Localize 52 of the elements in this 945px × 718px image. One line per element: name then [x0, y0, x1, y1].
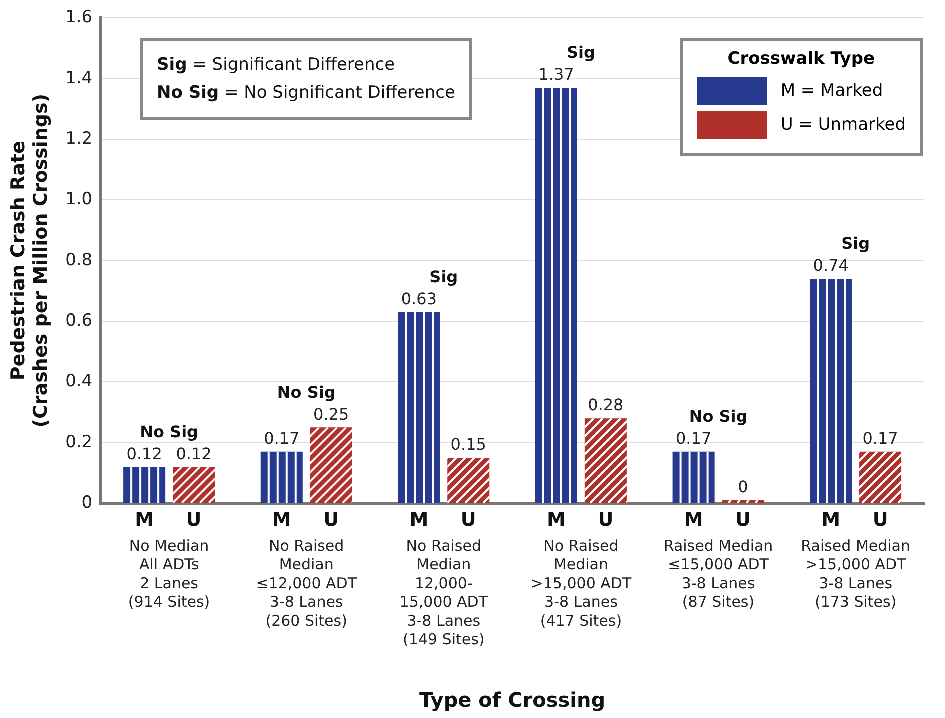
y-tick-label: 0	[82, 492, 93, 513]
annotation: U	[598, 508, 614, 531]
data-label: 1.37	[538, 65, 574, 84]
annotation: Sig = Significant Difference	[157, 54, 396, 77]
data-label: 0.25	[314, 404, 350, 424]
x-tick-label: No Raised Median 12,000- 15,000 ADT 3-8 Lanes (149 Sites)	[400, 536, 489, 649]
annotation: M	[547, 508, 566, 531]
legend-title: Crosswalk Type	[726, 49, 876, 69]
y-tick-label: 1.0	[66, 190, 93, 210]
annotation: M	[272, 508, 292, 531]
annotation: No Sig	[689, 407, 748, 426]
y-tick-label: 0.2	[66, 432, 93, 452]
data-label: 0.15	[450, 435, 486, 454]
data-label: 0.17	[676, 429, 712, 448]
data-label: 0.74	[813, 256, 849, 276]
x-tick-label: No Raised Median >15,000 ADT 3-8 Lanes (417 Sites)	[530, 536, 632, 630]
annotation: M	[410, 508, 429, 531]
annotation: Sig	[430, 268, 458, 287]
y-tick-label: 0.8	[66, 250, 93, 270]
annotation: U	[186, 508, 202, 531]
data-label: 0.63	[401, 290, 437, 309]
legend-label: M = Marked	[780, 81, 884, 101]
annotation: Sig	[566, 43, 596, 62]
annotation: Sig	[842, 234, 870, 254]
data-label: 0	[738, 478, 748, 497]
data-label: 0.12	[126, 444, 162, 464]
annotation: No Sig = No Significant Difference	[157, 82, 456, 105]
annotation: No Sig	[140, 422, 198, 442]
x-tick-label: No Median All ADTs 2 Lanes (914 Sites)	[128, 536, 210, 612]
y-tick-label: 1.2	[66, 128, 93, 149]
annotation: M	[822, 508, 841, 531]
annotation: U	[460, 508, 476, 531]
annotation: U	[736, 508, 751, 531]
legend-label: U = Unmarked	[780, 115, 906, 135]
y-tick-label: 0.6	[66, 310, 93, 331]
annotation: U	[324, 508, 340, 531]
data-label: 0.12	[176, 444, 212, 464]
y-axis-title: Pedestrian Crash Rate (Crashes per Million Crossings)	[7, 94, 52, 428]
data-label: 0.28	[588, 396, 624, 415]
x-tick-label: Raised Median >15,000 ADT 3-8 Lanes (173 Sites)	[801, 536, 910, 612]
annotation: M	[135, 508, 154, 531]
data-label: 0.17	[862, 429, 898, 448]
y-tick-label: 1.4	[66, 68, 93, 88]
annotation: No Sig	[277, 382, 336, 402]
x-tick-label: No Raised Median ≤12,000 ADT 3-8 Lanes (260 Sites)	[256, 536, 358, 630]
annotation: M	[684, 508, 704, 531]
x-tick-label: Raised Median ≤15,000 ADT 3-8 Lanes (87 Sites)	[664, 536, 774, 612]
x-axis-title: Type of Crossing	[420, 688, 606, 712]
y-tick-label: 0.4	[66, 372, 93, 392]
data-label: 0.17	[264, 429, 300, 448]
annotation: U	[872, 508, 888, 531]
y-tick-label: 1.6	[66, 8, 93, 28]
